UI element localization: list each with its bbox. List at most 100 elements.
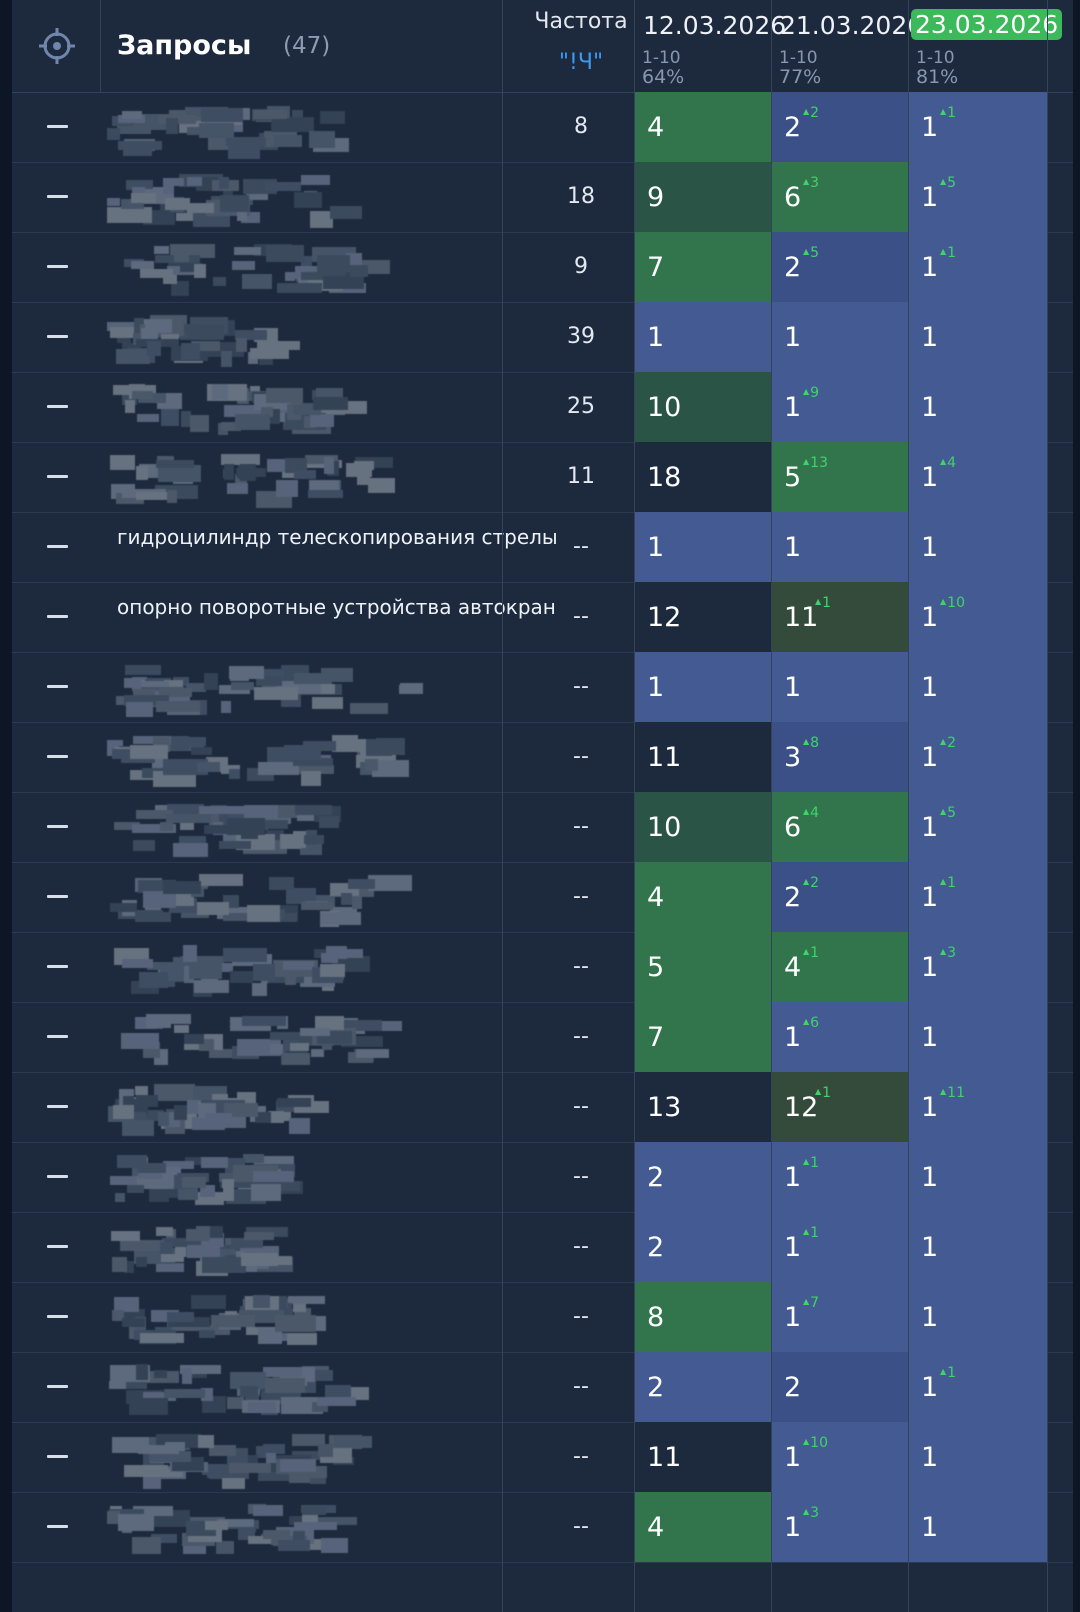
position-cell[interactable]: 1 ▲10 — [908, 582, 1047, 652]
table-row[interactable]: -- 11 1 ▲10 1 — [12, 1422, 1073, 1493]
position-cell[interactable]: 1 ▲5 — [908, 792, 1047, 862]
row-collapse-dash[interactable] — [47, 825, 68, 828]
position-cell[interactable]: 1 — [771, 302, 908, 372]
position-cell[interactable]: 1 — [908, 1002, 1047, 1072]
row-collapse-dash[interactable] — [47, 1105, 68, 1108]
position-cell[interactable]: 4 — [634, 92, 771, 162]
position-cell[interactable]: 4 ▲1 — [771, 932, 908, 1002]
frequency-type-link[interactable]: "!Ч" — [558, 50, 604, 75]
date-label[interactable]: 21.03.2026 — [780, 11, 924, 40]
position-cell[interactable]: 1 ▲5 — [908, 162, 1047, 232]
position-cell[interactable]: 11 — [634, 1422, 771, 1492]
position-cell[interactable]: 10 — [634, 372, 771, 442]
row-collapse-dash[interactable] — [47, 1035, 68, 1038]
row-collapse-dash[interactable] — [47, 895, 68, 898]
table-row[interactable]: 11 18 5 ▲13 1 ▲4 — [12, 442, 1073, 513]
position-cell[interactable]: 1 — [908, 652, 1047, 722]
position-cell[interactable]: 1 ▲2 — [908, 722, 1047, 792]
position-cell[interactable]: 1 ▲1 — [771, 1212, 908, 1282]
row-collapse-dash[interactable] — [47, 1245, 68, 1248]
date-column-2[interactable]: 21.03.2026 1-10 77% — [771, 0, 923, 92]
position-cell[interactable]: 6 ▲3 — [771, 162, 908, 232]
position-cell[interactable]: 2 — [634, 1212, 771, 1282]
table-row[interactable]: 8 4 2 ▲2 1 ▲1 — [12, 92, 1073, 163]
date-label[interactable]: 12.03.2026 — [643, 11, 787, 40]
position-cell[interactable]: 1 — [908, 1422, 1047, 1492]
row-collapse-dash[interactable] — [47, 615, 68, 618]
position-cell[interactable]: 1 — [771, 652, 908, 722]
position-cell[interactable]: 1 — [634, 302, 771, 372]
row-collapse-dash[interactable] — [47, 335, 68, 338]
page-title[interactable]: Запросы — [117, 30, 252, 61]
position-cell[interactable]: 2 ▲2 — [771, 862, 908, 932]
table-row[interactable]: -- 2 1 ▲1 1 — [12, 1212, 1073, 1283]
position-cell[interactable]: 1 ▲6 — [771, 1002, 908, 1072]
row-collapse-dash[interactable] — [47, 965, 68, 968]
position-cell[interactable]: 2 — [634, 1142, 771, 1212]
row-collapse-dash[interactable] — [47, 755, 68, 758]
position-cell[interactable]: 1 — [908, 302, 1047, 372]
row-collapse-dash[interactable] — [47, 1525, 68, 1528]
table-row[interactable]: 25 10 1 ▲9 1 — [12, 372, 1073, 443]
position-cell[interactable]: 11 — [634, 722, 771, 792]
position-cell[interactable]: 4 — [634, 862, 771, 932]
position-cell[interactable]: 1 — [908, 1142, 1047, 1212]
position-cell[interactable]: 1 — [908, 1282, 1047, 1352]
position-cell[interactable]: 1 ▲3 — [908, 932, 1047, 1002]
row-collapse-dash[interactable] — [47, 475, 68, 478]
frequency-header[interactable]: Частота — [534, 9, 628, 34]
row-collapse-dash[interactable] — [47, 1175, 68, 1178]
position-cell[interactable]: 1 ▲1 — [771, 1142, 908, 1212]
position-cell[interactable]: 5 ▲13 — [771, 442, 908, 512]
position-cell[interactable]: 13 — [634, 1072, 771, 1142]
table-row[interactable]: -- 5 4 ▲1 1 ▲3 — [12, 932, 1073, 1003]
position-cell[interactable]: 1 ▲3 — [771, 1492, 908, 1562]
table-row[interactable]: -- 13 12 ▲1 1 ▲11 — [12, 1072, 1073, 1143]
table-row[interactable]: -- 2 2 1 ▲1 — [12, 1352, 1073, 1423]
table-row[interactable]: -- 8 1 ▲7 1 — [12, 1282, 1073, 1353]
position-cell[interactable]: 4 — [634, 1492, 771, 1562]
date-label-active[interactable]: 23.03.2026 — [911, 9, 1063, 40]
position-cell[interactable]: 18 — [634, 442, 771, 512]
position-cell[interactable]: 2 — [634, 1352, 771, 1422]
position-cell[interactable]: 1 ▲7 — [771, 1282, 908, 1352]
row-collapse-dash[interactable] — [47, 1385, 68, 1388]
query-text[interactable]: гидроцилиндр телескопирования стрелы — [117, 525, 558, 549]
position-cell[interactable]: 2 ▲2 — [771, 92, 908, 162]
position-cell[interactable]: 7 — [634, 232, 771, 302]
position-cell[interactable]: 1 — [908, 1212, 1047, 1282]
position-cell[interactable]: 1 — [908, 372, 1047, 442]
row-collapse-dash[interactable] — [47, 545, 68, 548]
row-collapse-dash[interactable] — [47, 125, 68, 128]
row-collapse-dash[interactable] — [47, 1455, 68, 1458]
position-cell[interactable]: 1 ▲10 — [771, 1422, 908, 1492]
position-cell[interactable]: 1 ▲1 — [908, 92, 1047, 162]
position-cell[interactable]: 12 — [634, 582, 771, 652]
table-row[interactable]: 39 1 1 1 — [12, 302, 1073, 373]
position-cell[interactable]: 1 — [771, 512, 908, 582]
position-cell[interactable]: 1 — [634, 512, 771, 582]
row-collapse-dash[interactable] — [47, 195, 68, 198]
table-row[interactable]: -- 4 1 ▲3 1 — [12, 1492, 1073, 1563]
position-cell[interactable]: 12 ▲1 — [771, 1072, 908, 1142]
position-cell[interactable]: 7 — [634, 1002, 771, 1072]
position-cell[interactable]: 3 ▲8 — [771, 722, 908, 792]
position-cell[interactable]: 6 ▲4 — [771, 792, 908, 862]
row-collapse-dash[interactable] — [47, 405, 68, 408]
table-row[interactable]: 9 7 2 ▲5 1 ▲1 — [12, 232, 1073, 303]
position-cell[interactable]: 1 — [908, 512, 1047, 582]
position-cell[interactable]: 1 ▲9 — [771, 372, 908, 442]
table-row[interactable]: гидроцилиндр телескопирования стрелы -- 1 1… — [12, 512, 1073, 583]
position-cell[interactable]: 1 ▲1 — [908, 1352, 1047, 1422]
table-row[interactable]: -- 4 2 ▲2 1 ▲1 — [12, 862, 1073, 933]
row-collapse-dash[interactable] — [47, 685, 68, 688]
position-cell[interactable]: 1 ▲4 — [908, 442, 1047, 512]
position-cell[interactable]: 8 — [634, 1282, 771, 1352]
position-cell[interactable]: 1 ▲1 — [908, 232, 1047, 302]
position-cell[interactable]: 9 — [634, 162, 771, 232]
position-cell[interactable]: 1 — [634, 652, 771, 722]
table-row[interactable]: опорно поворотные устройства автокран -- 1… — [12, 582, 1073, 653]
table-row[interactable]: 18 9 6 ▲3 1 ▲5 — [12, 162, 1073, 233]
row-collapse-dash[interactable] — [47, 1315, 68, 1318]
row-collapse-dash[interactable] — [47, 265, 68, 268]
